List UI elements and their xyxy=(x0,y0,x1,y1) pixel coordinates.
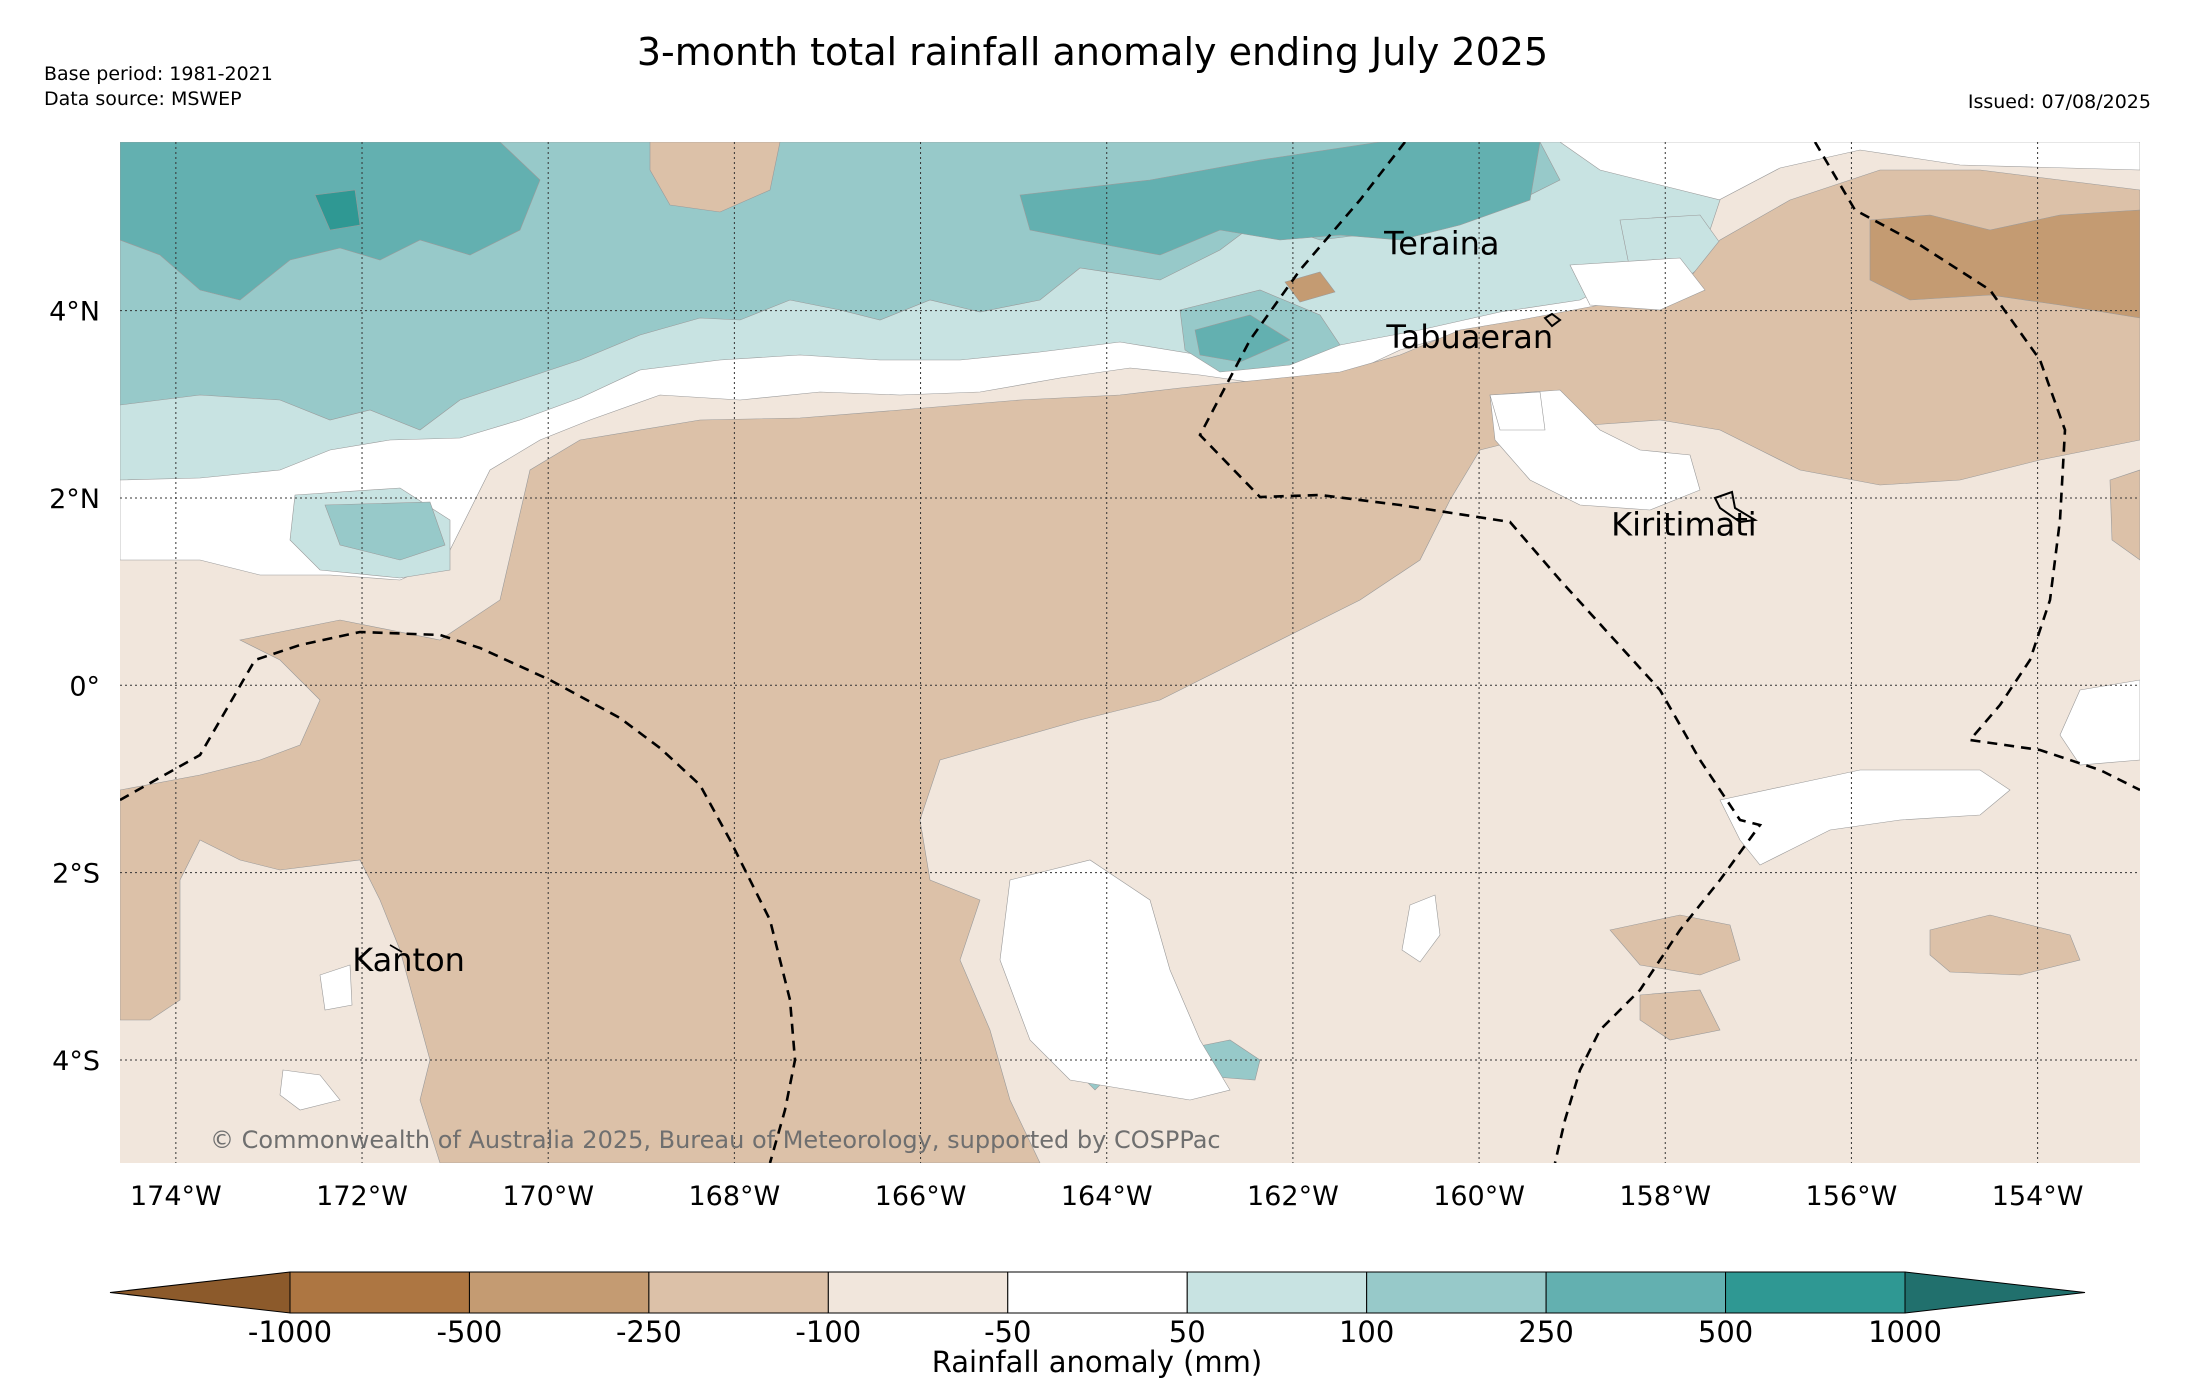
colorbar-segment xyxy=(1007,1271,1188,1314)
colorbar-tick-label: 50 xyxy=(1169,1315,1206,1349)
anomaly-region-dry-100-250-east4 xyxy=(2109,469,2140,561)
longitude-labels: 174°W 172°W 170°W 168°W 166°W 164°W 162°W 160°W… xyxy=(130,1181,2083,1212)
colorbar-tick-label: -100 xyxy=(795,1315,861,1349)
lon-tick-label: 166°W xyxy=(875,1181,967,1212)
place-labels: Teraina Tabuaeran Kiritimati Kanton xyxy=(352,224,1756,979)
anomaly-region-near-normal-kanton2 xyxy=(279,1069,341,1111)
anomaly-region-near-normal-south2 xyxy=(1401,894,1441,963)
colorbar-segment xyxy=(1186,1271,1368,1314)
lon-tick-label: 174°W xyxy=(130,1181,222,1212)
anomaly-region-wet-250-500-center xyxy=(1194,314,1291,363)
lon-tick-label: 156°W xyxy=(1806,1181,1898,1212)
base-period: Base period: 1981-2021 xyxy=(44,63,273,85)
colorbar-segment xyxy=(1725,1271,1906,1314)
colorbar-tick-label: -500 xyxy=(437,1315,503,1349)
colorbar-segment xyxy=(648,1271,829,1314)
graticule xyxy=(120,142,2140,1163)
map-metadata: Base period: 1981-2021 Data source: MSWE… xyxy=(44,62,273,112)
lon-tick-label: 168°W xyxy=(689,1181,781,1212)
anomaly-region-dry-100-250-east2 xyxy=(1929,914,2081,976)
anomaly-region-dry-100-250-main xyxy=(120,169,2140,1163)
tabuaeran-island xyxy=(1543,312,1562,328)
anomaly-region-near-normal-east3 xyxy=(2059,679,2140,766)
lon-tick-label: 158°W xyxy=(1619,1181,1711,1212)
lat-tick-label: 2°N xyxy=(49,484,100,515)
lat-tick-label: 0° xyxy=(69,671,100,702)
place-label: Kanton xyxy=(352,941,465,979)
lon-tick-label: 164°W xyxy=(1061,1181,1153,1212)
lon-tick-label: 160°W xyxy=(1433,1181,1525,1212)
colorbar xyxy=(109,1271,2086,1314)
place-label: Tabuaeran xyxy=(1385,318,1553,356)
copyright-notice: © Commonwealth of Australia 2025, Bureau… xyxy=(210,1126,1221,1154)
colorbar-segment xyxy=(1366,1271,1547,1314)
issued-date: Issued: 07/08/2025 xyxy=(1967,91,2151,113)
colorbar-extend-high xyxy=(1904,1271,2086,1314)
anomaly-region-dry-250-500-small xyxy=(1284,271,1336,303)
anomaly-region-dry-250-500 xyxy=(1869,209,2140,319)
kanton-island xyxy=(389,944,403,953)
colorbar-title: Rainfall anomaly (mm) xyxy=(932,1345,1263,1379)
lon-tick-label: 162°W xyxy=(1247,1181,1339,1212)
map-area: Teraina Tabuaeran Kiritimati Kanton © Commo… xyxy=(120,142,2140,1163)
anomaly-region-dry-100-250-east3 xyxy=(1639,989,1721,1041)
colorbar-tick-label: 1000 xyxy=(1868,1315,1942,1349)
colorbar-tick-label: 500 xyxy=(1698,1315,1753,1349)
anomaly-region-near-normal-east2 xyxy=(1719,769,2011,866)
anomaly-region-near-normal-north2 xyxy=(1569,257,1706,311)
colorbar-segment xyxy=(827,1271,1009,1314)
page-title: 3-month total rainfall anomaly ending Ju… xyxy=(636,30,1549,74)
anomaly-region-dry-100-250-east xyxy=(1609,914,1741,976)
anomaly-region-near-normal-kanton xyxy=(319,964,353,1011)
colorbar-tick-labels: -1000 -500 -250 -100 -50 50 100 250 500 1000 xyxy=(248,1315,1942,1349)
colorbar-tick-label: -50 xyxy=(984,1315,1031,1349)
colorbar-extend-low xyxy=(109,1271,291,1314)
anomaly-region-near-normal-north3 xyxy=(1489,391,1546,431)
eez-boundary-east xyxy=(1813,142,2140,792)
lat-tick-label: 4°S xyxy=(52,1046,100,1077)
lat-tick-label: 4°N xyxy=(49,297,100,328)
anomaly-region-near-normal-south xyxy=(999,859,1231,1101)
colorbar-segment xyxy=(1545,1271,1727,1314)
eez-boundary-line-islands xyxy=(1198,142,1763,1163)
latitude-labels: 4°N 2°N 0° 2°S 4°S xyxy=(49,297,100,1077)
colorbar-tick-label: 100 xyxy=(1339,1315,1394,1349)
lon-tick-label: 172°W xyxy=(316,1181,408,1212)
colorbar-segment xyxy=(468,1271,650,1314)
lat-tick-label: 2°S xyxy=(52,859,100,890)
colorbar-tick-label: -1000 xyxy=(248,1315,332,1349)
anomaly-region-dry-100-250-north xyxy=(649,142,781,213)
anomaly-region-wet-250-500-north xyxy=(1019,142,1541,256)
place-label: Kiritimati xyxy=(1611,505,1757,543)
kiritimati-island xyxy=(1713,490,1758,524)
colorbar-tick-label: -250 xyxy=(616,1315,682,1349)
colorbar-tick-label: 250 xyxy=(1518,1315,1573,1349)
place-label: Teraina xyxy=(1383,224,1499,262)
anomaly-region-wet-500-1000 xyxy=(314,189,361,231)
lon-tick-label: 154°W xyxy=(1992,1181,2084,1212)
anomaly-region-wet-100-250-island xyxy=(324,501,446,561)
lon-tick-label: 170°W xyxy=(502,1181,594,1212)
colorbar-segment xyxy=(289,1271,470,1314)
data-source: Data source: MSWEP xyxy=(44,88,242,110)
